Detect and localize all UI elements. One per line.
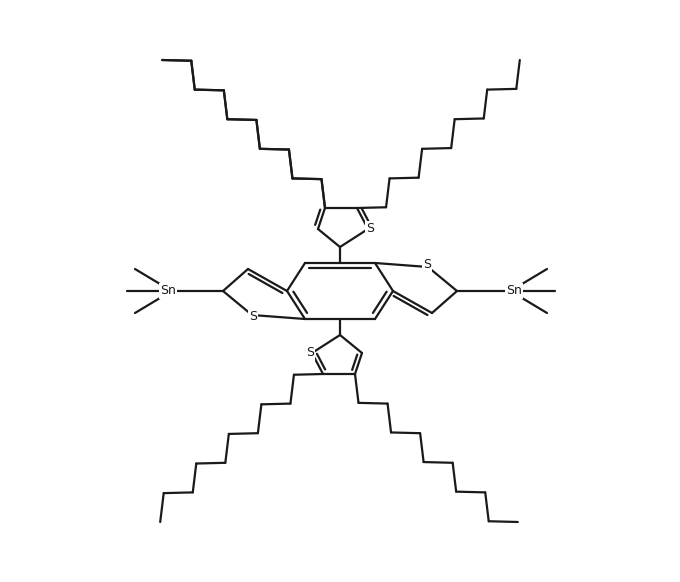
Text: Sn: Sn (506, 285, 522, 297)
Text: S: S (249, 310, 257, 322)
Text: Sn: Sn (160, 285, 176, 297)
Text: S: S (366, 222, 374, 236)
Text: S: S (306, 346, 314, 360)
Text: S: S (423, 258, 431, 271)
